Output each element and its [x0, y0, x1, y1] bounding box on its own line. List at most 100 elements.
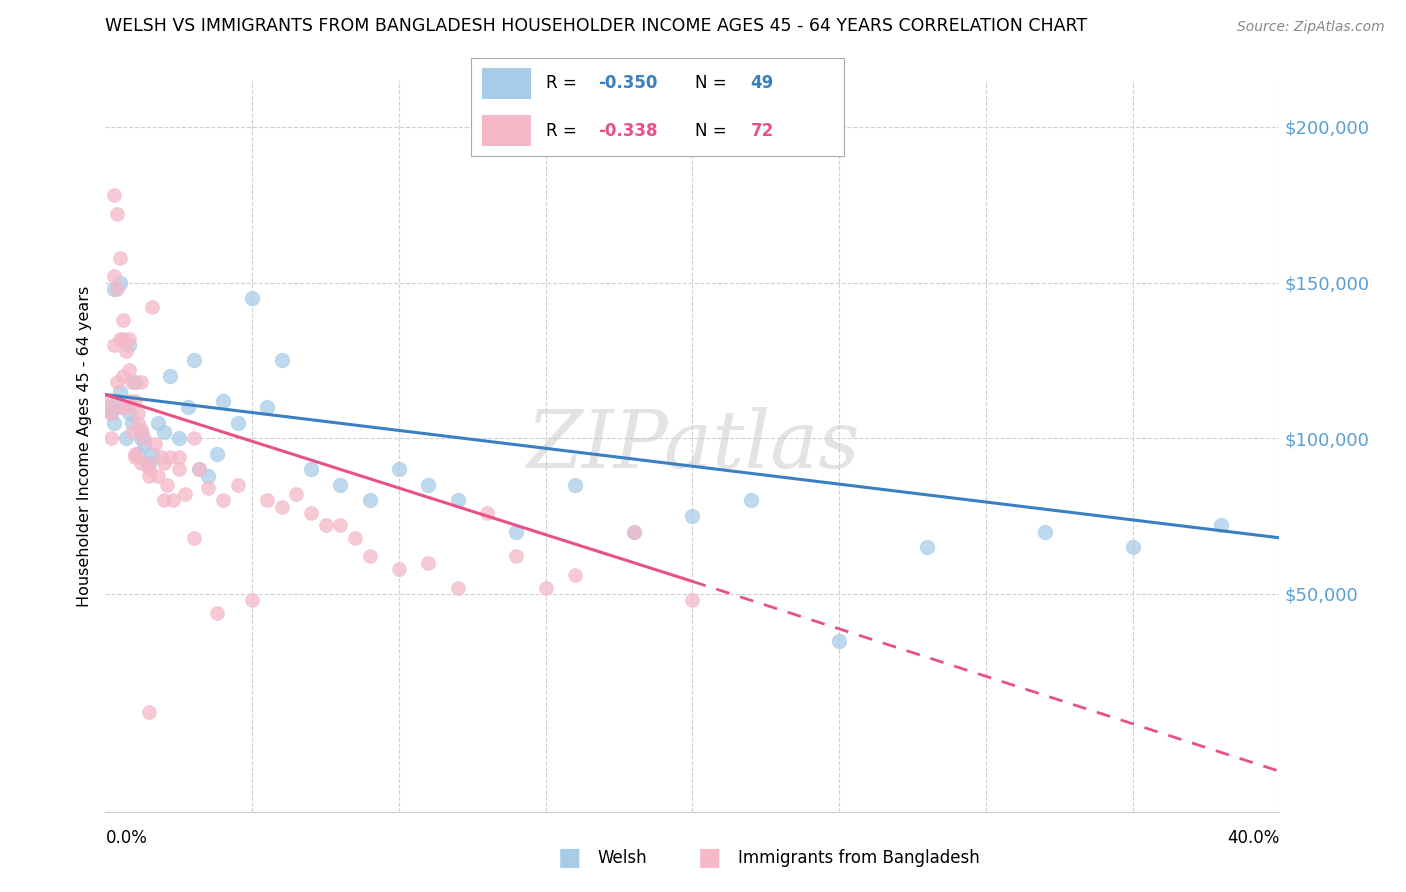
Point [446, 493, 468, 508]
Text: Welsh: Welsh [598, 849, 647, 867]
Point [112, 400, 135, 414]
Point [240, 593, 263, 607]
Point [108, 400, 131, 414]
Point [141, 447, 163, 461]
Text: R =: R = [546, 75, 582, 93]
Point [153, 493, 176, 508]
Point [100, 431, 122, 445]
Point [138, 456, 160, 470]
Text: 0.0%: 0.0% [105, 829, 148, 847]
Point [623, 524, 645, 539]
Text: -0.350: -0.350 [598, 75, 657, 93]
Point [121, 416, 143, 430]
FancyBboxPatch shape [471, 58, 844, 156]
Text: N =: N = [695, 75, 731, 93]
Point [103, 188, 125, 202]
Point [138, 468, 160, 483]
Point [112, 313, 135, 327]
Point [256, 493, 278, 508]
Point [197, 481, 219, 495]
Point [103, 282, 125, 296]
Text: Source: ZipAtlas.com: Source: ZipAtlas.com [1237, 21, 1385, 34]
Point [173, 487, 195, 501]
Point [100, 406, 122, 420]
Point [115, 344, 138, 359]
Point [226, 478, 249, 492]
Text: R =: R = [546, 121, 582, 139]
Point [329, 518, 352, 533]
Text: ■: ■ [699, 847, 721, 870]
Point [115, 400, 138, 414]
Point [132, 437, 155, 451]
Point [138, 705, 160, 719]
Point [623, 524, 645, 539]
Point [359, 549, 381, 564]
Point [150, 450, 173, 464]
Point [118, 406, 141, 420]
Point [129, 431, 152, 445]
Point [153, 456, 176, 470]
Point [118, 338, 141, 352]
Point [127, 416, 149, 430]
Point [100, 406, 122, 420]
Point [226, 416, 249, 430]
Point [388, 562, 411, 576]
Point [183, 431, 205, 445]
Point [205, 606, 228, 620]
Point [682, 509, 704, 524]
Point [129, 425, 152, 439]
Point [188, 462, 211, 476]
Point [141, 301, 163, 315]
Text: ZIPatlas: ZIPatlas [526, 408, 859, 484]
Text: 49: 49 [751, 75, 773, 93]
Point [148, 468, 170, 483]
Point [682, 593, 704, 607]
Point [240, 291, 263, 305]
Point [270, 500, 292, 514]
Point [118, 332, 141, 346]
Point [105, 207, 128, 221]
Point [299, 506, 322, 520]
Point [176, 400, 198, 414]
Point [148, 416, 170, 430]
Point [156, 478, 179, 492]
Point [1033, 524, 1056, 539]
Point [315, 518, 337, 533]
Point [105, 282, 128, 296]
Point [124, 450, 146, 464]
Point [118, 363, 141, 377]
Point [143, 437, 166, 451]
Point [159, 368, 181, 383]
Point [211, 393, 233, 408]
Point [129, 375, 152, 389]
Point [183, 353, 205, 368]
Point [138, 462, 160, 476]
Point [270, 353, 292, 368]
Point [153, 425, 176, 439]
Point [343, 531, 366, 545]
Point [285, 487, 308, 501]
Text: 72: 72 [751, 121, 773, 139]
Point [388, 462, 411, 476]
Point [112, 332, 135, 346]
Y-axis label: Householder Income Ages 45 - 64 years: Householder Income Ages 45 - 64 years [77, 285, 93, 607]
Point [127, 406, 149, 420]
Point [97, 393, 120, 408]
Point [418, 556, 440, 570]
Point [167, 462, 190, 476]
Point [505, 549, 527, 564]
Text: -0.338: -0.338 [598, 121, 657, 139]
Point [124, 447, 146, 461]
Point [129, 456, 152, 470]
Point [1209, 518, 1232, 533]
Point [329, 478, 352, 492]
Text: ■: ■ [558, 847, 581, 870]
Point [159, 450, 181, 464]
Point [105, 375, 128, 389]
Point [167, 431, 190, 445]
Point [103, 269, 125, 284]
Point [105, 393, 128, 408]
Point [129, 422, 152, 436]
Text: 40.0%: 40.0% [1227, 829, 1279, 847]
Point [418, 478, 440, 492]
